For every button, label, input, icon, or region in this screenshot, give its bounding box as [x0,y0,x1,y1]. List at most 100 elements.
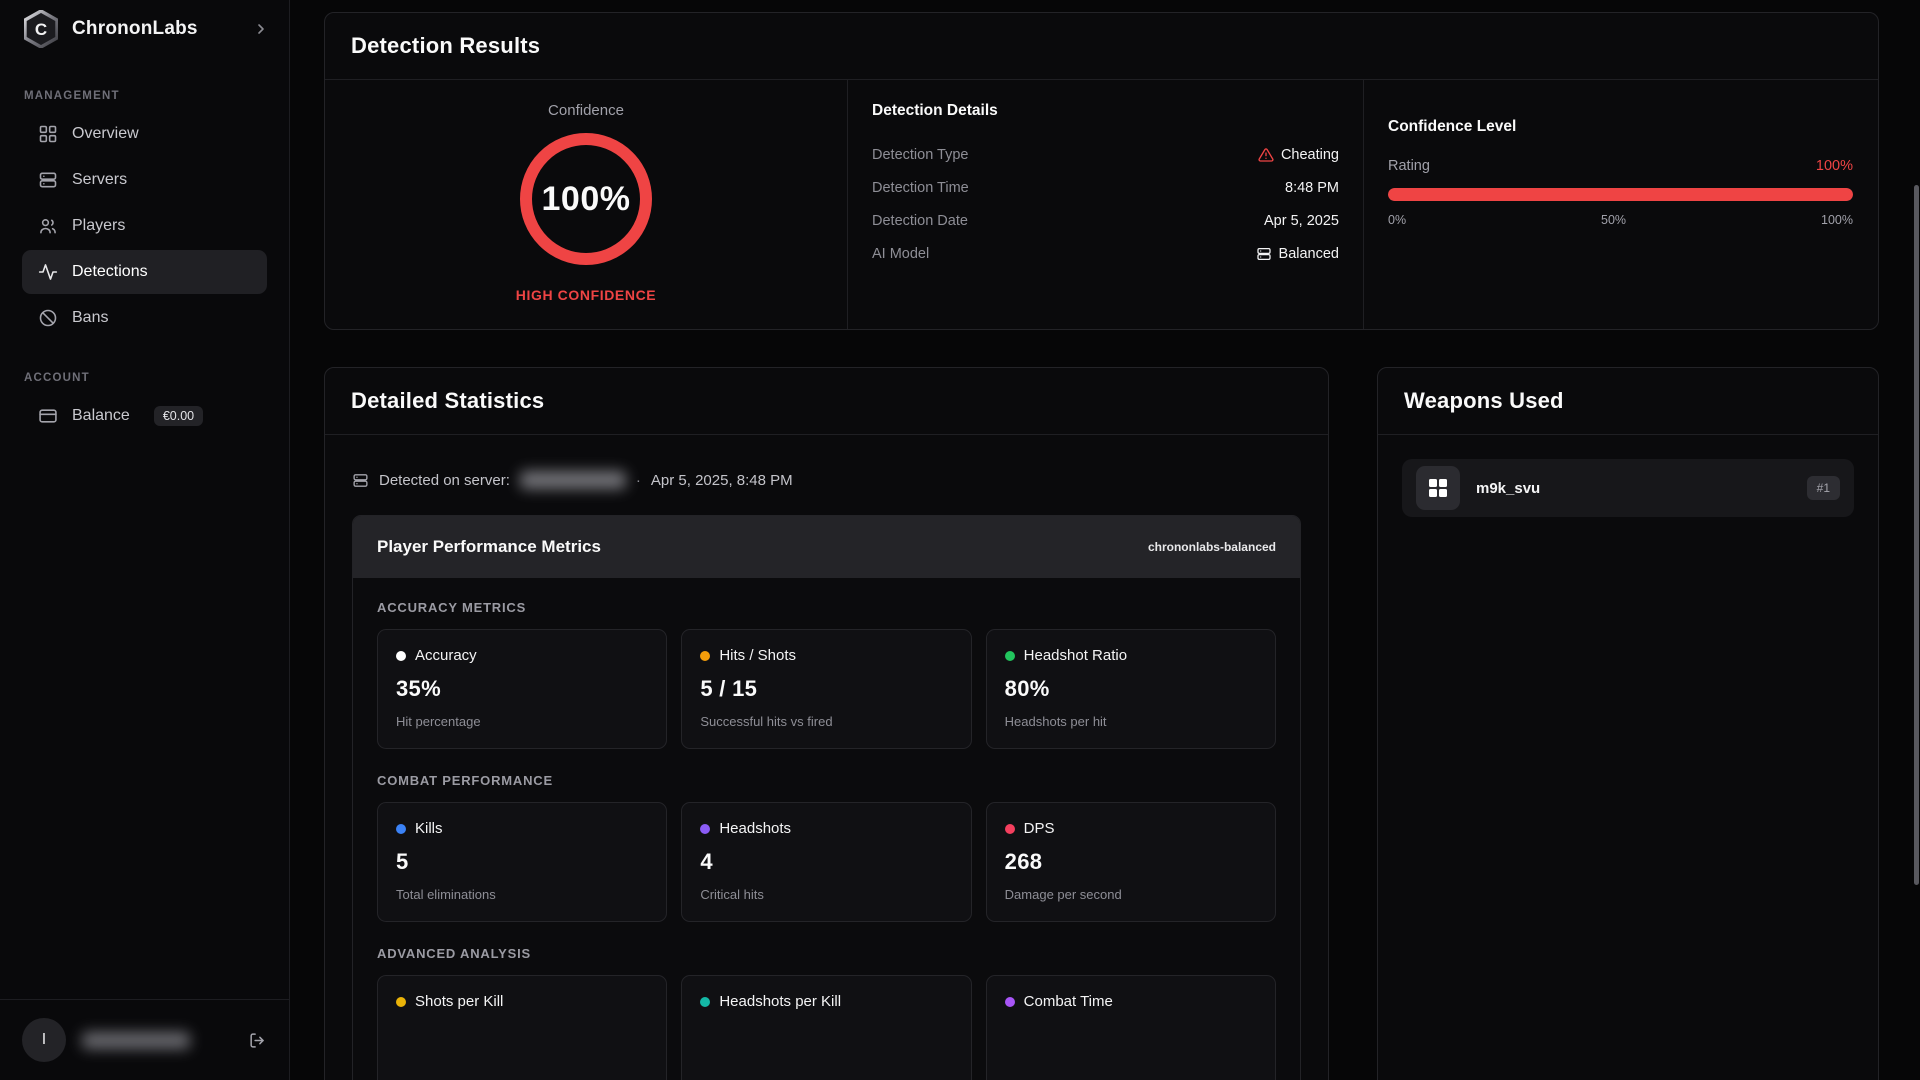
sidebar-item-overview[interactable]: Overview [22,112,267,156]
detection-details-title: Detection Details [872,102,998,119]
confidence-column: Confidence 100% HIGH CONFIDENCE [325,80,847,329]
detail-value: Apr 5, 2025 [1264,212,1339,229]
metric-card-shots-per-kill: Shots per Kill [377,975,668,1080]
sidebar-item-label: Balance [72,407,130,424]
rating-label: Rating [1388,158,1430,174]
grid-2x2-icon [1429,479,1447,497]
metric-value: 35% [396,676,441,701]
metric-dot [396,996,406,1007]
weapons-used-card: Weapons Used m9k_svu #1 [1377,367,1879,1080]
confidence-level-title: Confidence Level [1388,118,1517,135]
scrollbar[interactable] [1914,185,1919,885]
chevron-right-icon[interactable] [253,21,269,37]
server-line-separator: · [635,471,641,489]
performance-metrics-body: ACCURACY METRICS Accuracy 35% Hit percen… [353,578,1300,1080]
section-heading-advanced: ADVANCED ANALYSIS [377,946,531,961]
rating-row: Rating 100% [1388,158,1853,174]
detail-value: Balanced [1256,246,1339,262]
warning-triangle-icon [1258,147,1274,162]
detailed-statistics-title: Detailed Statistics [351,388,545,413]
server-icon [39,172,57,188]
detail-label: Detection Time [872,179,969,196]
metric-value: 5 [396,849,409,874]
brand[interactable]: C ChrononLabs [0,0,289,58]
metric-card-hits-shots: Hits / Shots 5 / 15 Successful hits vs f… [681,629,972,749]
sidebar-user-footer: I [0,999,289,1080]
logout-button[interactable] [248,1031,267,1050]
metric-dot [700,996,711,1007]
metric-card-headshots: Headshots 4 Critical hits [681,802,972,922]
sidebar-item-label: Overview [72,125,139,142]
detail-label: Detection Date [872,212,968,229]
metric-label: Combat Time [1023,993,1113,1010]
metric-dot [700,650,711,661]
confidence-scale: 0% 50% 100% [1388,213,1853,227]
metric-label: Shots per Kill [415,993,504,1010]
detail-row-ai-model: AI Model Balanced [872,237,1339,270]
weapons-used-header: Weapons Used [1378,368,1878,435]
detection-details-column: Detection Details Detection Type Cheatin… [847,80,1363,329]
confidence-level-column: Confidence Level Rating 100% 0% 50% 100% [1363,80,1878,329]
detail-label: Detection Type [872,146,969,163]
sidebar-item-bans[interactable]: Bans [22,296,267,340]
metric-dot [1004,650,1015,661]
sidebar-item-label: Bans [72,309,109,326]
metric-dot [396,650,406,661]
detail-row-time: Detection Time 8:48 PM [872,171,1339,204]
metric-label: Headshots [719,820,792,837]
avatar[interactable]: I [22,1018,66,1062]
metric-card-accuracy: Accuracy 35% Hit percentage [377,629,668,749]
metric-value: 5 / 15 [700,676,758,701]
ban-icon [39,309,57,327]
metric-card-combat-time: Combat Time [985,975,1276,1080]
metric-sub: Headshots per hit [1004,714,1107,729]
detailed-statistics-header: Detailed Statistics [325,368,1328,435]
detection-results-header: Detection Results [325,13,1878,80]
brand-name: ChrononLabs [72,18,198,39]
performance-metrics-header: Player Performance Metrics chrononlabs-b… [353,516,1300,578]
metric-card-kills: Kills 5 Total eliminations [377,802,668,922]
weapon-icon-tile [1416,466,1460,510]
server-icon [353,473,368,487]
server-line-datetime: Apr 5, 2025, 8:48 PM [650,471,793,489]
performance-metrics-panel: Player Performance Metrics chrononlabs-b… [352,515,1301,1080]
metric-sub: Critical hits [700,887,764,902]
advanced-metrics-grid: Shots per Kill Headshots per Kill Combat… [377,975,1276,1080]
rating-value: 100% [1815,158,1853,174]
metric-label: DPS [1023,820,1055,837]
detailed-statistics-card: Detailed Statistics Detected on server: … [324,367,1329,1080]
metric-dot [396,823,406,834]
sidebar-item-servers[interactable]: Servers [22,158,267,202]
confidence-bar-track [1388,188,1853,201]
detailed-statistics-body: Detected on server: · Apr 5, 2025, 8:48 … [325,435,1328,1080]
detection-results-body: Confidence 100% HIGH CONFIDENCE Detectio… [325,80,1878,329]
metric-card-headshots-per-kill: Headshots per Kill [681,975,972,1080]
metric-label: Headshot Ratio [1023,647,1128,664]
chrononlabs-logo-icon: C [24,10,58,48]
weapon-row[interactable]: m9k_svu #1 [1402,459,1854,517]
sidebar-item-players[interactable]: Players [22,204,267,248]
metric-value: 4 [700,849,713,874]
weapons-used-body: m9k_svu #1 [1378,435,1878,541]
confidence-ring: 100% [520,133,652,265]
main-content: Detection Results Confidence 100% HIGH C… [290,0,1920,1080]
sidebar-item-balance[interactable]: Balance €0.00 [22,394,267,438]
management-nav: Overview Servers Players Detections Bans [0,112,289,340]
metric-dot [1004,823,1015,834]
account-nav: Balance €0.00 [0,394,289,438]
detail-row-type: Detection Type Cheating [872,138,1339,171]
content-row-2: Detailed Statistics Detected on server: … [324,367,1880,1080]
account-section-label: ACCOUNT [24,372,90,384]
scale-0: 0% [1388,213,1407,227]
metric-label: Accuracy [415,647,477,664]
sidebar-item-label: Detections [72,263,148,280]
section-heading-accuracy: ACCURACY METRICS [377,600,527,615]
accuracy-metrics-grid: Accuracy 35% Hit percentage Hits / Shots… [377,629,1276,749]
detail-value: 8:48 PM [1285,179,1339,196]
balance-badge: €0.00 [153,406,204,426]
metric-sub: Hit percentage [396,714,481,729]
sidebar-item-detections[interactable]: Detections [22,250,267,294]
confidence-status: HIGH CONFIDENCE [515,287,657,303]
users-icon [40,219,56,234]
